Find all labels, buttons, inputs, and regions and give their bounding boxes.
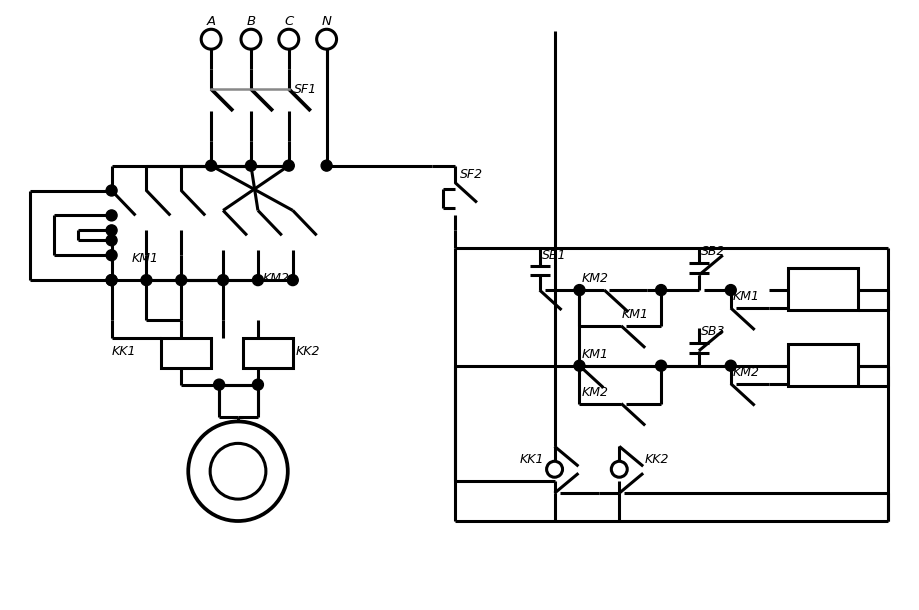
Circle shape — [106, 225, 117, 236]
Bar — [788, 268, 857, 310]
Circle shape — [724, 285, 735, 295]
Bar — [161, 338, 210, 368]
Circle shape — [176, 274, 187, 285]
Text: KM2: KM2 — [263, 272, 289, 285]
Circle shape — [106, 274, 117, 285]
Circle shape — [106, 235, 117, 246]
Circle shape — [573, 361, 584, 371]
Text: KM1: KM1 — [620, 308, 648, 321]
Circle shape — [106, 249, 117, 260]
Text: KM2: KM2 — [732, 365, 759, 379]
Text: KM1: KM1 — [789, 272, 817, 285]
Circle shape — [213, 379, 224, 390]
Text: SF2: SF2 — [460, 168, 482, 181]
Text: N: N — [322, 15, 331, 28]
Text: SB2: SB2 — [700, 245, 724, 258]
Bar — [243, 338, 292, 368]
Circle shape — [106, 185, 117, 196]
Text: KK2: KK2 — [295, 345, 320, 357]
Circle shape — [141, 274, 152, 285]
Text: KM2: KM2 — [581, 386, 607, 398]
Circle shape — [573, 285, 584, 295]
Circle shape — [245, 160, 256, 171]
Circle shape — [287, 274, 298, 285]
Circle shape — [218, 274, 228, 285]
Circle shape — [252, 274, 263, 285]
Text: C: C — [284, 15, 293, 28]
Circle shape — [724, 361, 735, 371]
Text: SF1: SF1 — [293, 83, 316, 96]
Text: KM1: KM1 — [581, 348, 607, 361]
Text: KM1: KM1 — [732, 290, 759, 303]
Text: KM2: KM2 — [581, 272, 607, 285]
Text: KK1: KK1 — [111, 345, 136, 357]
Text: SB1: SB1 — [541, 249, 565, 262]
Bar — [788, 344, 857, 386]
Circle shape — [206, 160, 216, 171]
Text: KM2: KM2 — [789, 348, 817, 361]
Circle shape — [106, 274, 117, 285]
Circle shape — [106, 210, 117, 221]
Text: B: B — [246, 15, 255, 28]
Circle shape — [252, 379, 263, 390]
Text: KM1: KM1 — [131, 252, 158, 265]
Circle shape — [283, 160, 294, 171]
Circle shape — [655, 285, 666, 295]
Text: A: A — [207, 15, 215, 28]
Text: SB3: SB3 — [700, 325, 724, 338]
Circle shape — [321, 160, 332, 171]
Circle shape — [655, 361, 666, 371]
Text: KK1: KK1 — [519, 453, 544, 466]
Text: KK2: KK2 — [643, 453, 668, 466]
